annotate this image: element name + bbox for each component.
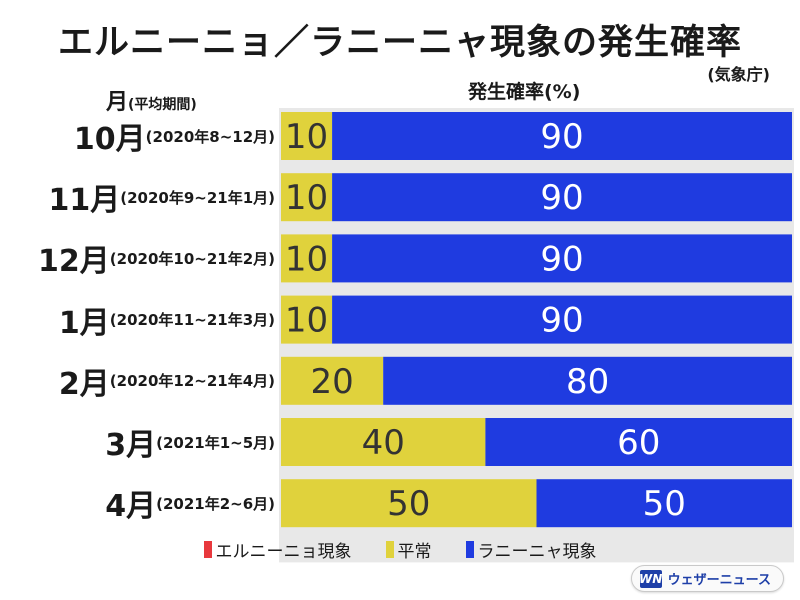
row-month: 4月: [105, 489, 157, 525]
row-period: (2021年2~6月): [156, 494, 275, 513]
logo-text: ウェザーニュース: [667, 573, 771, 588]
row-label: 1月 (2020年11~21年3月): [59, 296, 275, 344]
row-label: 12月 (2020年10~21年2月): [38, 234, 275, 282]
row-month: 3月: [105, 428, 157, 463]
bar-segment-lanina: [383, 356, 792, 405]
row-month: 2月: [58, 366, 110, 402]
data-label: 40: [362, 423, 405, 463]
logo-mark: WN: [639, 569, 663, 588]
legend-label-elnino: エルニーニョ現象: [215, 542, 352, 562]
month-axis-header: 月(平均期間): [106, 84, 197, 116]
row-label: 2月 (2020年12~21年4月): [59, 357, 275, 405]
row-label: 3月 (2021年1~5月): [105, 418, 275, 466]
legend-label-lanina: ラニーニャ現象: [477, 542, 597, 562]
row-label: 10月 (2020年8~12月): [74, 112, 275, 160]
legend-swatch-elnino: [203, 541, 212, 558]
legend-swatch-lanina: [465, 541, 474, 558]
bar-segment-normal: [281, 295, 333, 344]
data-label: 50: [643, 484, 686, 524]
row-period: (2020年10~21年2月): [109, 249, 275, 268]
data-label: 90: [540, 301, 583, 341]
bar-segment-normal: [281, 356, 384, 405]
source-label: (気象庁): [707, 65, 770, 84]
bar-segment-lanina: [332, 234, 792, 283]
legend-item-lanina: ラニーニャ現象: [465, 537, 597, 562]
legend: エルニーニョ現象 平常 ラニーニャ現象: [0, 537, 800, 562]
row-label: 4月 (2021年2~6月): [105, 479, 275, 527]
data-label: 90: [540, 178, 583, 218]
row-month: 12月: [38, 244, 110, 280]
data-label: 90: [540, 117, 583, 157]
data-label: 50: [387, 484, 430, 524]
data-label: 80: [566, 362, 609, 402]
bar-segment-lanina: [332, 295, 792, 344]
data-label: 20: [310, 362, 353, 402]
legend-swatch-normal: [385, 541, 394, 558]
data-label: 60: [617, 423, 660, 463]
row-period: (2020年11~21年3月): [109, 311, 275, 330]
bar-segment-normal: [281, 479, 537, 528]
data-label: 10: [285, 117, 328, 157]
bar-segment-lanina: [332, 112, 792, 160]
row-month: 10月: [73, 122, 146, 157]
row-period: (2020年9~21年1月): [120, 188, 275, 207]
row-month: 11月: [48, 183, 121, 219]
month-header-label: 月: [106, 90, 129, 115]
value-axis-header: 発生確率(%): [468, 81, 581, 103]
data-label: 10: [285, 239, 328, 279]
data-label: 10: [285, 178, 328, 218]
month-header-sub: (平均期間): [128, 97, 197, 113]
bar-segment-normal: [281, 234, 333, 283]
legend-item-normal: 平常: [385, 537, 432, 562]
row-period: (2020年12~21年4月): [109, 372, 275, 391]
chart-title: エルニーニョ／ラニーニャ現象の発生確率: [57, 23, 742, 63]
weathernews-logo: WN ウェザーニュース: [630, 565, 784, 592]
legend-label-normal: 平常: [397, 542, 432, 562]
bar-segment-lanina: [536, 479, 792, 528]
row-period: (2020年8~12月): [145, 127, 275, 146]
row-label: 11月 (2020年9~21年1月): [48, 173, 275, 221]
bar-segment-lanina: [485, 418, 792, 466]
data-label: 90: [540, 239, 583, 279]
bar-segment-lanina: [332, 173, 792, 222]
bar-segment-normal: [281, 418, 486, 466]
bar-segment-normal: [281, 112, 333, 160]
bar-segment-normal: [281, 173, 333, 222]
row-period: (2021年1~5月): [156, 433, 275, 452]
data-label: 10: [285, 301, 328, 341]
row-month: 1月: [58, 305, 110, 341]
legend-item-elnino: エルニーニョ現象: [203, 537, 352, 562]
